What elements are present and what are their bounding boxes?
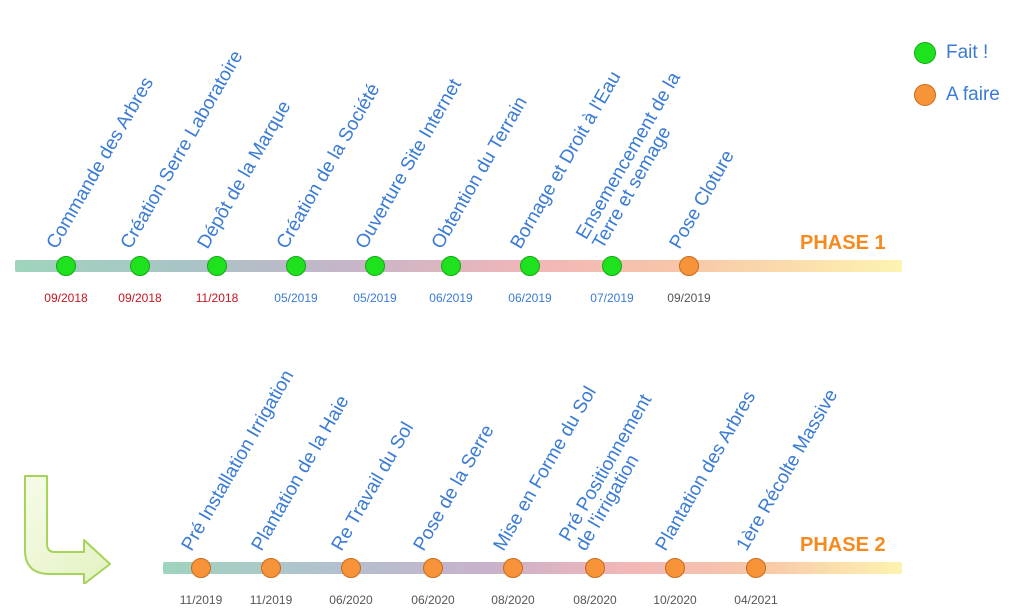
todo-milestone-marker (746, 558, 766, 578)
milestone-date: 05/2019 (353, 291, 397, 305)
legend-todo-label: A faire (946, 84, 1000, 105)
todo-milestone-marker (341, 558, 361, 578)
milestone-label-text: Pose Cloture (665, 146, 739, 253)
milestone-date: 08/2020 (491, 593, 535, 607)
phase1-title: PHASE 1 (800, 232, 886, 254)
done-marker-icon (914, 42, 936, 64)
milestone-date: 09/2018 (44, 291, 88, 305)
phase2-title: PHASE 2 (800, 534, 886, 556)
milestone-date: 11/2019 (249, 593, 293, 607)
milestone-date: 06/2019 (429, 291, 473, 305)
continuation-arrow-icon (24, 475, 111, 584)
milestone-label: Re Travail du Sol (327, 418, 419, 555)
todo-milestone-marker (679, 256, 699, 276)
milestone-label-text: Pose de la Serre (409, 421, 499, 555)
legend-done: Fait ! (914, 42, 988, 64)
milestone-date: 07/2019 (590, 291, 634, 305)
milestone-date: 06/2020 (329, 593, 373, 607)
done-milestone-marker (520, 256, 540, 276)
todo-milestone-marker (503, 558, 523, 578)
todo-milestone-marker (665, 558, 685, 578)
done-milestone-marker (365, 256, 385, 276)
done-milestone-marker (602, 256, 622, 276)
done-milestone-marker (56, 256, 76, 276)
done-milestone-marker (207, 256, 227, 276)
milestone-date: 05/2019 (274, 291, 318, 305)
milestone-date: 09/2019 (667, 291, 711, 305)
todo-milestone-marker (261, 558, 281, 578)
todo-milestone-marker (585, 558, 605, 578)
milestone-date: 06/2019 (508, 291, 552, 305)
milestone-date: 10/2020 (653, 593, 697, 607)
milestone-date: 06/2020 (411, 593, 455, 607)
milestone-date: 08/2020 (573, 593, 617, 607)
milestone-label-text: Re Travail du Sol (327, 418, 419, 555)
milestone-date: 11/2018 (195, 291, 239, 305)
milestone-date: 04/2021 (734, 593, 778, 607)
todo-milestone-marker (423, 558, 443, 578)
milestone-label-text: Ensemencement de la (572, 68, 685, 243)
legend-done-label: Fait ! (946, 42, 989, 63)
milestone-date: 11/2019 (179, 593, 223, 607)
done-milestone-marker (130, 256, 150, 276)
todo-milestone-marker (191, 558, 211, 578)
milestone-label: Pose Cloture (665, 146, 739, 253)
todo-marker-icon (914, 84, 936, 106)
legend-todo: A faire (914, 84, 1000, 106)
done-milestone-marker (286, 256, 306, 276)
milestone-date: 09/2018 (118, 291, 162, 305)
done-milestone-marker (441, 256, 461, 276)
milestone-label: Pose de la Serre (409, 421, 499, 555)
